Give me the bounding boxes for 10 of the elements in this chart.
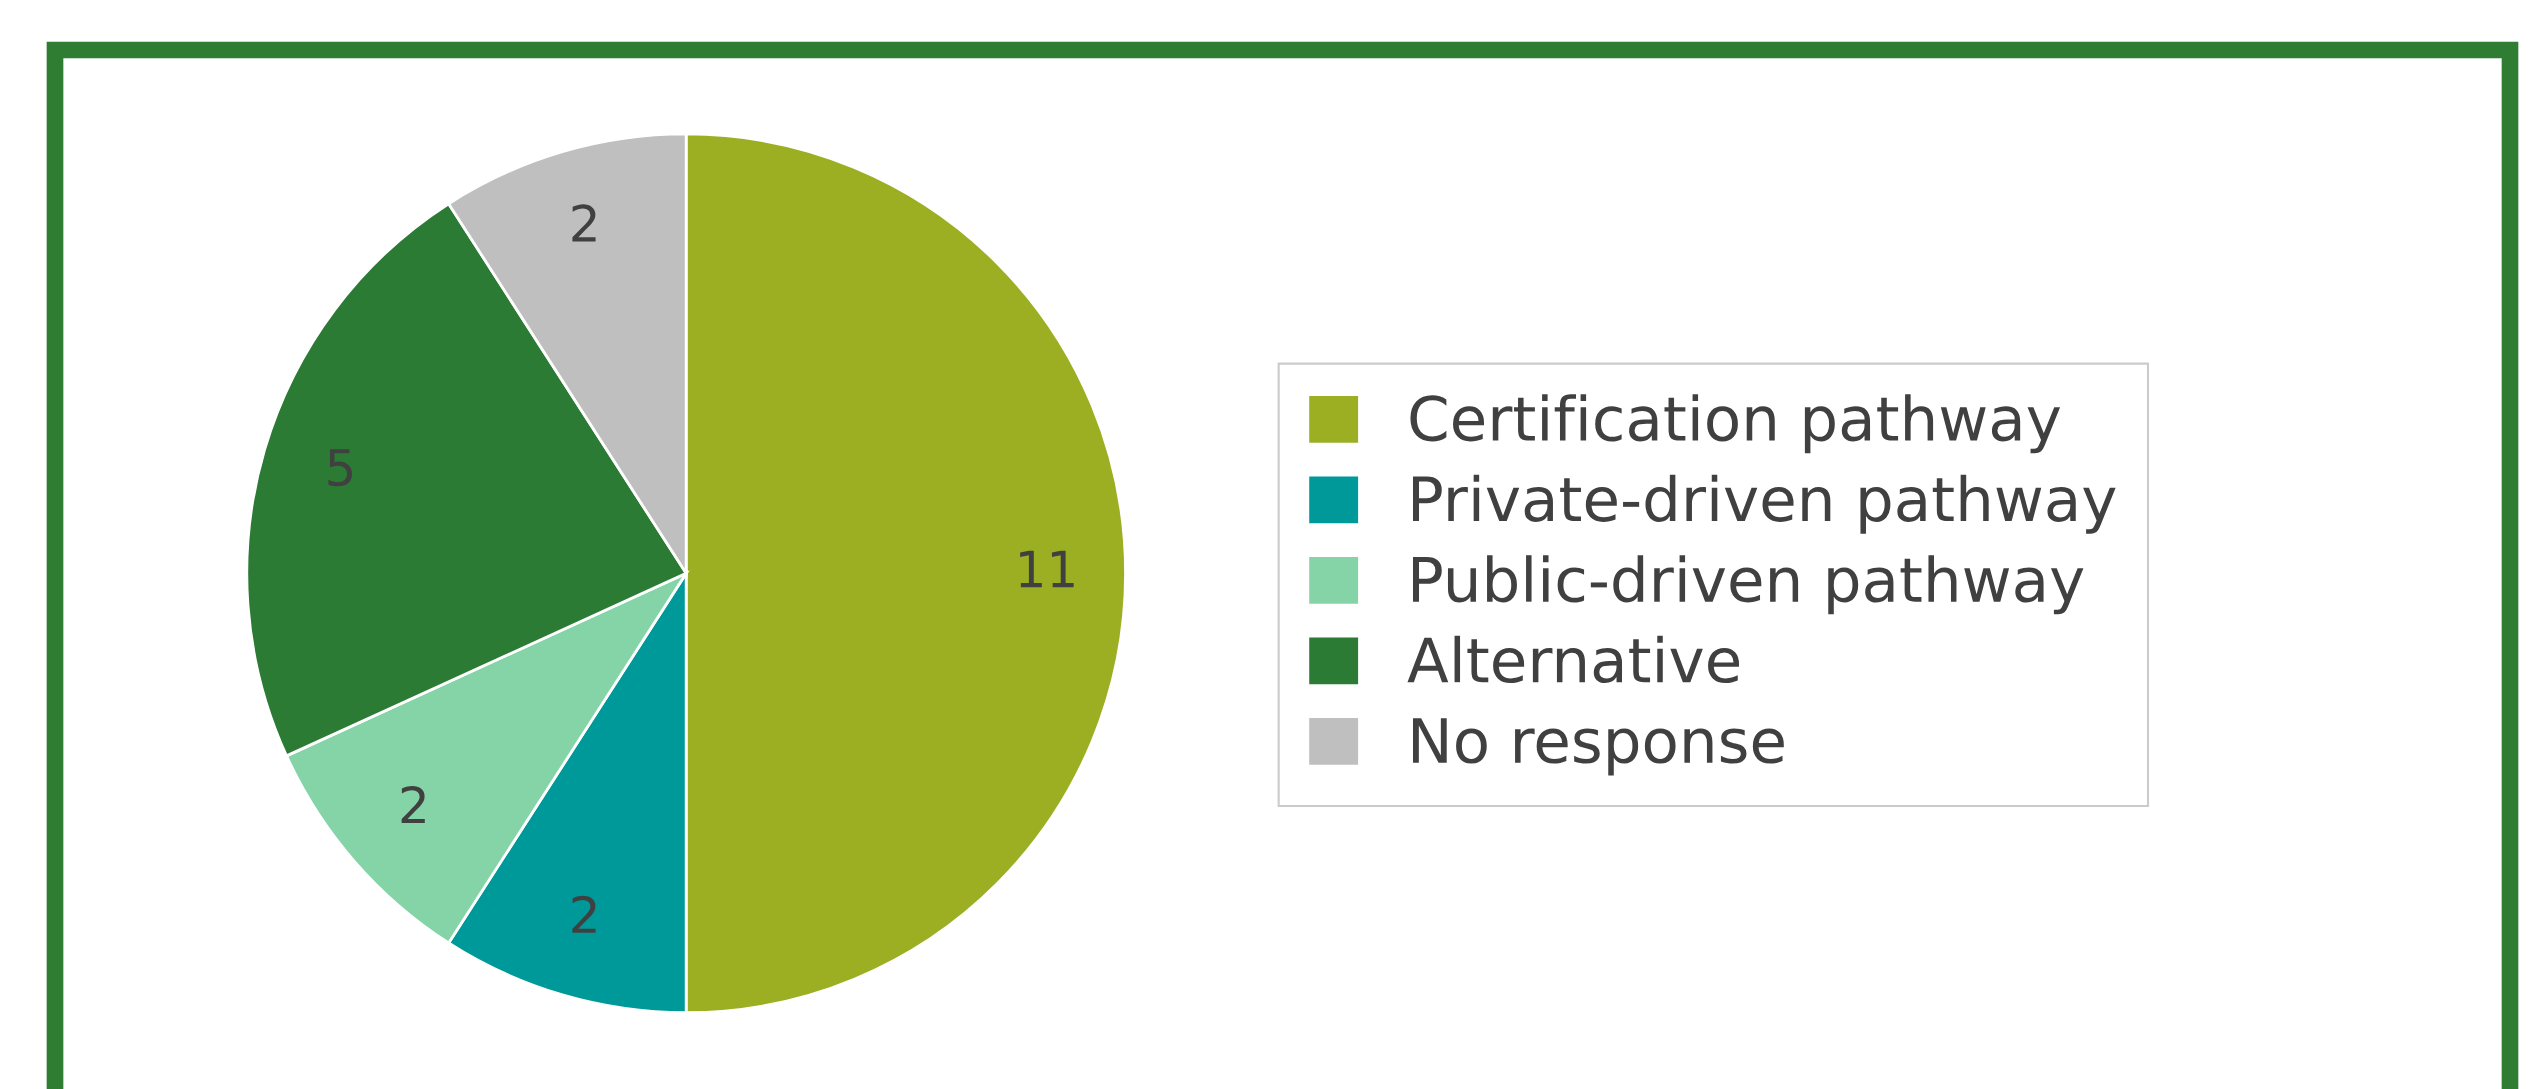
- legend-label: Public-driven pathway: [1412, 555, 2084, 615]
- data-label: 2: [572, 204, 596, 242]
- legend-label: Alternative: [1407, 635, 1740, 684]
- legend-label: Certification pathway: [1410, 394, 2061, 454]
- legend-label: Private-driven pathway: [1412, 474, 2116, 534]
- data-label: 2: [401, 785, 425, 824]
- data-label: 2: [572, 895, 596, 933]
- data-label: 5: [328, 449, 353, 487]
- data-label: 11: [1020, 550, 1074, 588]
- legend-label: No response: [1412, 718, 1784, 776]
